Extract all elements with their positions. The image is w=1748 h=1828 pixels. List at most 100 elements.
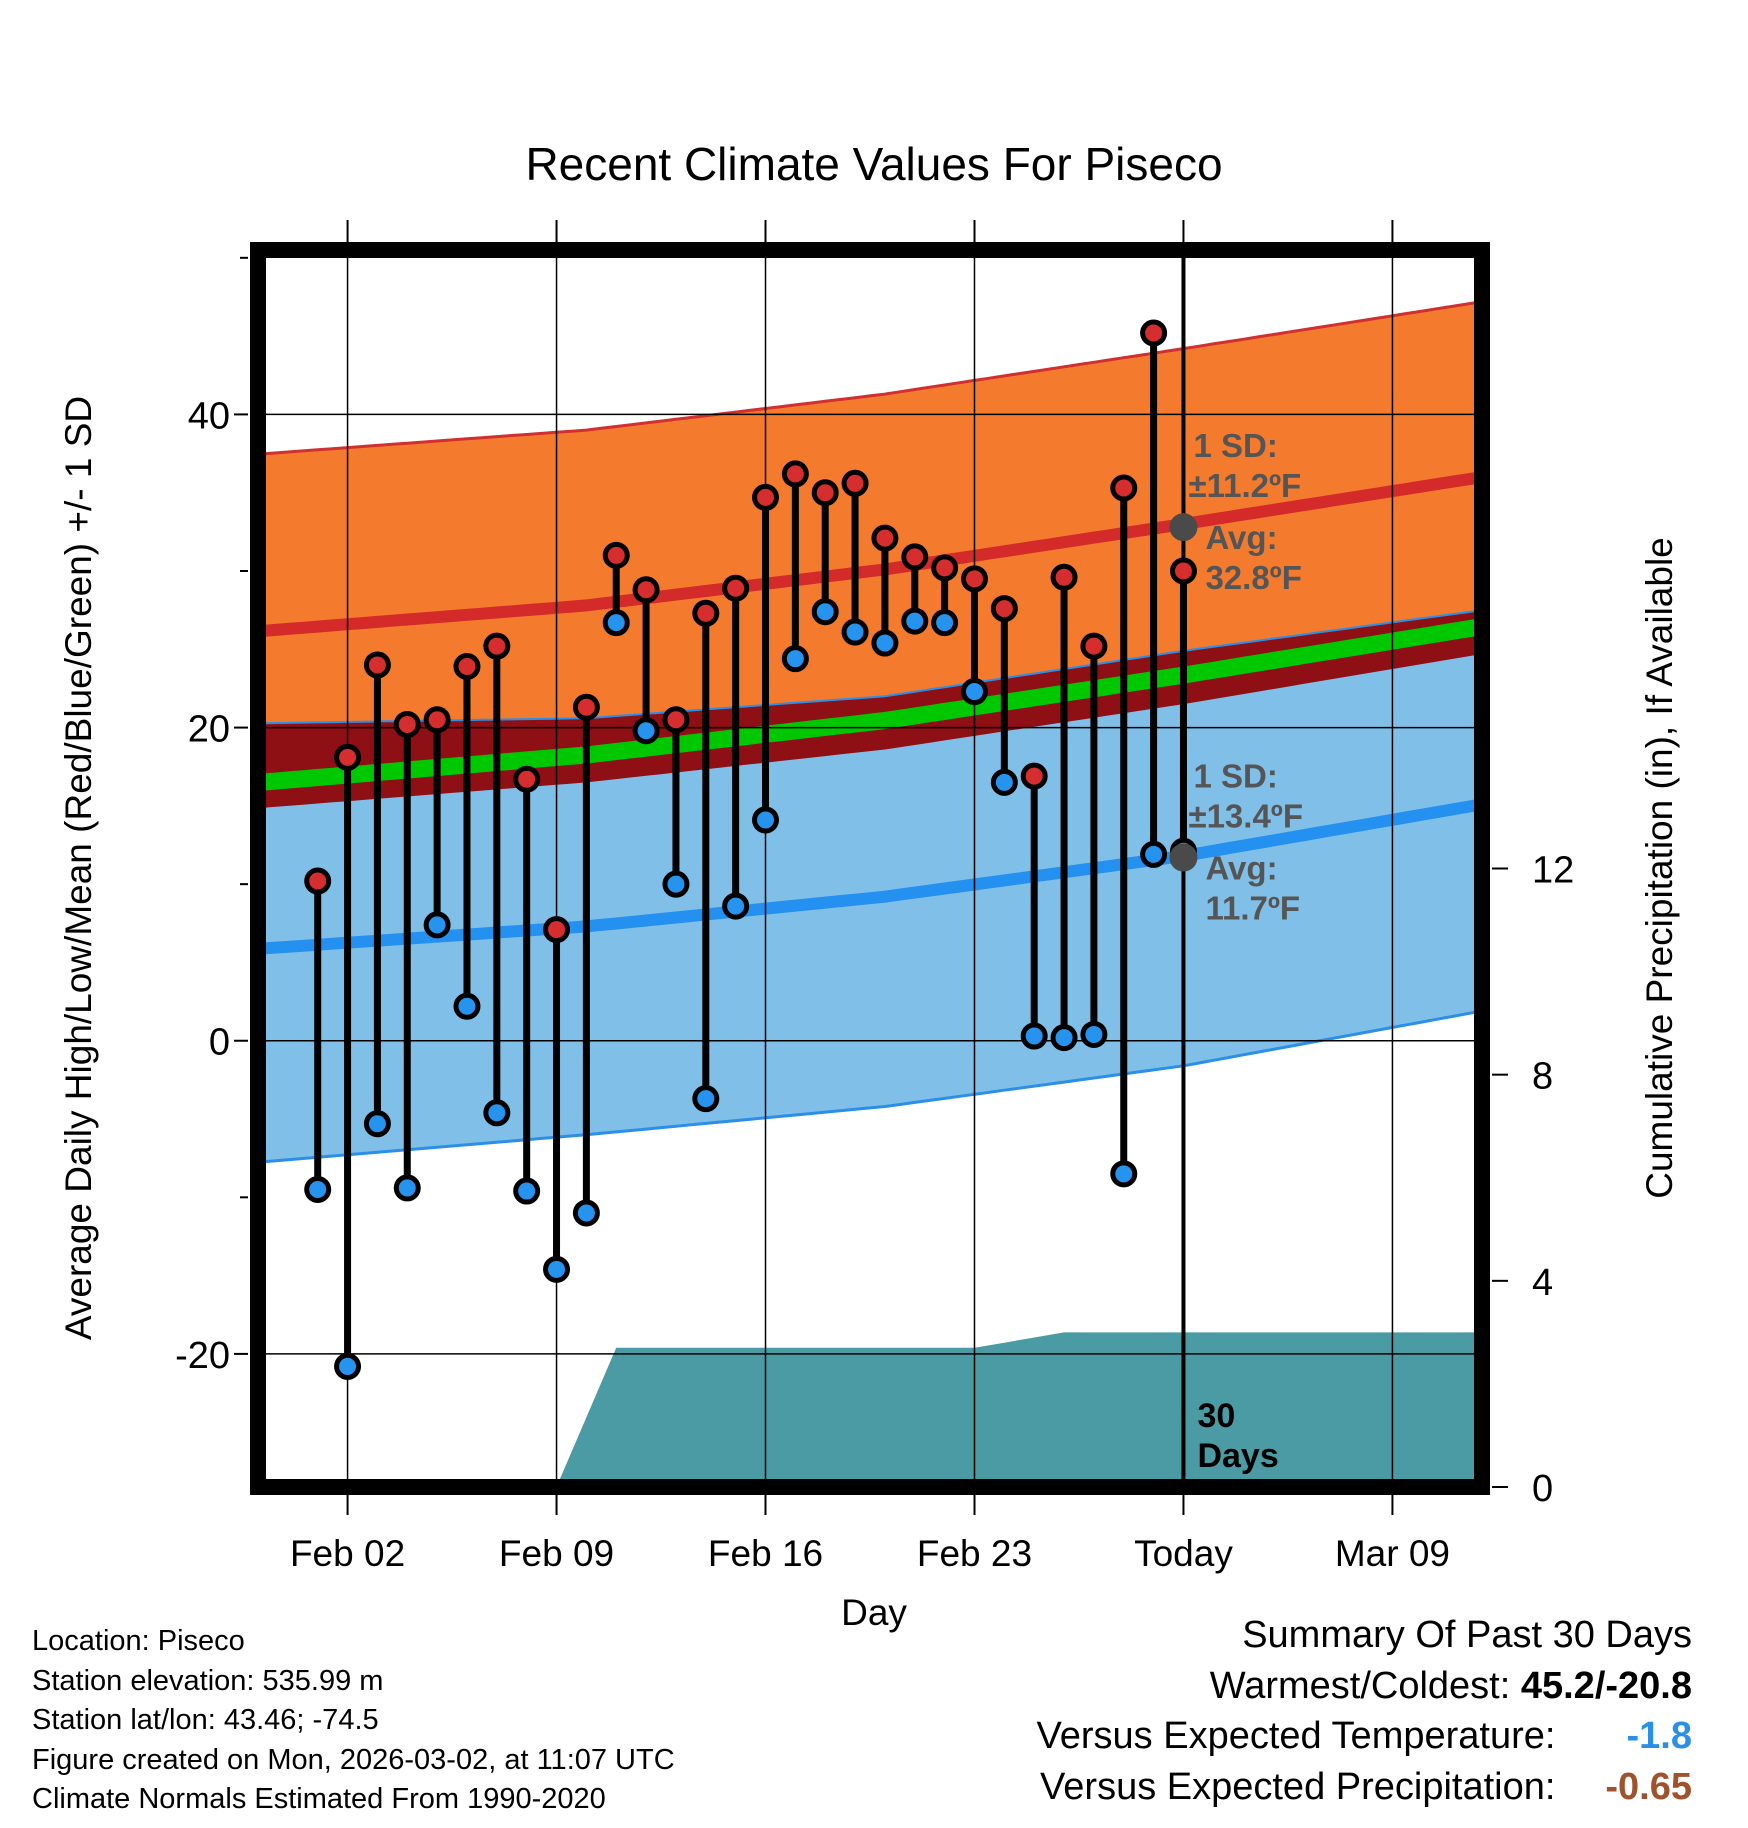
y2-tick-label: 4 <box>1532 1262 1553 1304</box>
y-tick-label: -20 <box>175 1335 230 1377</box>
x-tick-label: Today <box>1134 1533 1233 1574</box>
low-temp-dot <box>1080 1020 1108 1048</box>
low-temp-dot <box>572 1199 600 1227</box>
high-temp-dot <box>513 765 541 793</box>
low-temp-dot <box>692 1085 720 1113</box>
high-temp-dot <box>781 460 809 488</box>
temp-label: Versus Expected Temperature: <box>1036 1715 1556 1757</box>
low-temp-dot <box>841 618 869 646</box>
high-temp-dot <box>304 867 332 895</box>
y-tick-label: 40 <box>188 395 230 437</box>
latlon-text: Station lat/lon: 43.46; -74.5 <box>32 1704 379 1736</box>
today-normal-low-marker <box>1169 843 1198 872</box>
high-temp-dot <box>393 710 421 738</box>
low-temp-dot <box>483 1099 511 1127</box>
y-tick-label: 0 <box>209 1022 230 1064</box>
low-temp-dot <box>513 1177 541 1205</box>
warm-cold-value: 45.2/-20.8 <box>1520 1664 1692 1707</box>
plot-frame <box>250 242 1490 1495</box>
high-temp-dot <box>334 743 362 771</box>
high-avg-value: 32.8ºF <box>1205 559 1301 596</box>
high-temp-dot <box>1080 632 1108 660</box>
low-avg-label: Avg: <box>1205 850 1277 887</box>
high-temp-dot <box>722 574 750 602</box>
normal-high-line <box>258 471 1482 638</box>
x-tick-label: Feb 09 <box>499 1533 614 1574</box>
high-temp-dot <box>901 543 929 571</box>
low-temp-dot <box>1110 1160 1138 1188</box>
y-axis-label: Average Daily High/Low/Mean (Red/Blue/Gr… <box>58 396 99 1340</box>
station-info: Location: Piseco Station elevation: 535.… <box>32 1622 675 1820</box>
low-temp-dot <box>960 678 988 706</box>
high-sd-label: 1 SD: <box>1193 427 1277 464</box>
high-temp-dot <box>423 706 451 734</box>
high-temp-dot <box>752 483 780 511</box>
high-temp-dot <box>1169 557 1197 585</box>
y2-tick-label: 0 <box>1532 1468 1553 1510</box>
low-temp-dot <box>632 717 660 745</box>
high-temp-dot <box>990 595 1018 623</box>
low-temp-dot <box>304 1175 332 1203</box>
high-temp-dot <box>632 576 660 604</box>
high-temp-dot <box>662 706 690 734</box>
x-axis-label: Day <box>841 1592 907 1633</box>
low-temp-dot <box>931 609 959 637</box>
high-temp-dot <box>692 599 720 627</box>
low-temp-dot <box>901 607 929 635</box>
low-temp-dot <box>393 1174 421 1202</box>
x-tick-label: Feb 02 <box>290 1533 405 1574</box>
high-temp-dot <box>841 469 869 497</box>
low-temp-dot <box>602 609 630 637</box>
today-normal-high-marker <box>1169 513 1198 542</box>
high-temp-dot <box>1140 319 1168 347</box>
y2-tick-label: 8 <box>1532 1056 1553 1098</box>
low-temp-dot <box>781 645 809 673</box>
elevation-text: Station elevation: 535.99 m <box>32 1664 384 1697</box>
low-temp-dot <box>1020 1022 1048 1050</box>
high-temp-dot <box>363 651 391 679</box>
high-temp-dot <box>602 541 630 569</box>
y-tick-label: 20 <box>188 709 230 751</box>
y2-axis-label: Cumulative Precipitation (in), If Availa… <box>1639 537 1680 1199</box>
warm-cold-label: Warmest/Coldest: <box>1209 1664 1511 1707</box>
x-tick-label: Feb 16 <box>708 1533 823 1574</box>
created-text: Figure created on Mon, 2026-03-02, at 11… <box>32 1743 675 1776</box>
low-temp-dot <box>1140 840 1168 868</box>
high-temp-dot <box>543 916 571 944</box>
temp-value: -1.8 <box>1626 1715 1692 1757</box>
high-temp-dot <box>1020 762 1048 790</box>
location-text: Location: Piseco <box>32 1625 245 1657</box>
low-temp-dot <box>811 598 839 626</box>
low-temp-dot <box>543 1255 571 1283</box>
high-temp-dot <box>931 554 959 582</box>
low-lower-edge <box>258 1009 1482 1164</box>
low-temp-dot <box>453 992 481 1020</box>
low-temp-dot <box>662 870 690 898</box>
high-temp-dot <box>453 653 481 681</box>
window-label-count: 30 <box>1197 1397 1235 1435</box>
precip-row: Versus Expected Precipitation: -0.65 <box>1037 1762 1692 1813</box>
warm-cold-row: Warmest/Coldest: 45.2/-20.8 <box>1037 1661 1692 1712</box>
chart-title: Recent Climate Values For Piseco <box>525 138 1222 190</box>
normals-text: Climate Normals Estimated From 1990-2020 <box>32 1783 606 1815</box>
high-temp-dot <box>572 693 600 721</box>
high-temp-dot <box>811 479 839 507</box>
high-temp-dot <box>960 565 988 593</box>
temp-row: Versus Expected Temperature: -1.8 <box>1037 1711 1692 1762</box>
high-sd-band <box>258 301 1482 724</box>
high-temp-dot <box>1050 563 1078 591</box>
high-upper-edge <box>258 300 1482 456</box>
window-label-unit: Days <box>1197 1437 1278 1475</box>
low-temp-dot <box>363 1110 391 1138</box>
normal-low-line <box>258 798 1482 955</box>
precip-value: -0.65 <box>1605 1765 1692 1808</box>
precip-label: Versus Expected Precipitation: <box>1040 1765 1556 1808</box>
high-temp-dot <box>871 524 899 552</box>
low-upper-edge <box>258 609 1482 725</box>
high-temp-dot <box>483 632 511 660</box>
low-temp-dot <box>423 911 451 939</box>
low-temp-dot <box>334 1352 362 1380</box>
low-avg-value: 11.7ºF <box>1205 890 1300 927</box>
x-tick-label: Mar 09 <box>1335 1533 1450 1574</box>
